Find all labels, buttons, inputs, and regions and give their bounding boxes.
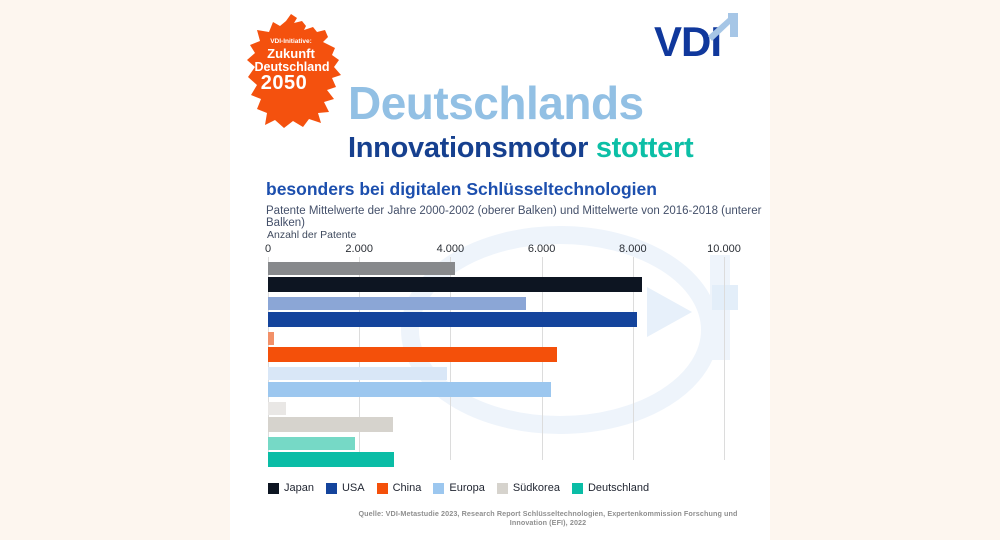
x-tick-label: 0 xyxy=(264,243,272,255)
germany-map-shape xyxy=(247,14,341,128)
subheadline-part2: stottert xyxy=(588,132,694,164)
bar-deutschland-2000-2002 xyxy=(268,437,355,450)
bar-europa-2016-2018 xyxy=(268,382,551,397)
vdi-bracket-shape xyxy=(708,13,738,41)
chart-heading: besonders bei digitalen Schlüsseltechnol… xyxy=(266,179,657,199)
germany-map-icon xyxy=(247,14,341,128)
bar-europa-2000-2002 xyxy=(268,367,447,380)
subheadline-part1: Innovationsmotor xyxy=(348,132,589,164)
x-tick-label: 4.000 xyxy=(436,243,465,255)
chart-description: Patente Mittelwerte der Jahre 2000-2002 … xyxy=(266,205,762,229)
source-note: Quelle: VDI-Metastudie 2023, Research Re… xyxy=(358,509,738,527)
patent-chart: 0 2.000 4.000 6.000 8.000 10.000 xyxy=(264,243,741,471)
vdi-bracket-icon xyxy=(708,13,738,41)
bar-deutschland-2016-2018 xyxy=(268,452,394,467)
bar-usa-2016-2018 xyxy=(268,312,637,327)
legend-label: USA xyxy=(341,482,365,494)
badge-line-deutschland: Deutschland xyxy=(254,60,330,74)
legend-swatch xyxy=(433,482,445,494)
legend-swatch xyxy=(325,482,337,494)
legend-label: Südkorea xyxy=(512,482,560,494)
legend-item-china: China xyxy=(376,482,422,494)
legend-label: Deutschland xyxy=(587,482,650,494)
x-tick-label: 10.000 xyxy=(707,243,741,255)
bar-südkorea-2016-2018 xyxy=(268,417,393,432)
legend-swatch xyxy=(268,482,279,494)
legend-item-südkorea: Südkorea xyxy=(496,482,560,494)
legend-label: Japan xyxy=(284,482,314,494)
gridline xyxy=(632,257,634,460)
badge-line-2050: 2050 xyxy=(260,72,308,94)
legend-swatch xyxy=(376,482,388,494)
subheadline: Innovationsmotor stottert xyxy=(348,132,694,165)
x-tick-label: 8.000 xyxy=(619,243,647,255)
vdi-logo: VDI xyxy=(654,13,754,68)
x-axis: 0 2.000 4.000 6.000 8.000 10.000 xyxy=(264,243,741,256)
legend-item-deutschland: Deutschland xyxy=(571,482,650,494)
badge-line-zukunft: Zukunft xyxy=(267,46,315,61)
headline: Deutschlands xyxy=(348,77,644,129)
legend-label: Europa xyxy=(449,482,485,494)
legend-item-europa: Europa xyxy=(433,482,485,494)
legend-label: China xyxy=(392,482,422,494)
x-tick-label: 2.000 xyxy=(345,243,373,255)
initiative-badge: VDI-Initiative: Zukunft Deutschland 2050 xyxy=(244,12,344,136)
bar-japan-2000-2002 xyxy=(268,262,455,275)
content-card: VDI-Initiative: Zukunft Deutschland 2050… xyxy=(230,0,770,540)
axis-title: Anzahl der Patente xyxy=(267,229,357,241)
bar-china-2016-2018 xyxy=(268,347,557,362)
legend-item-usa: USA xyxy=(325,482,365,494)
bar-usa-2000-2002 xyxy=(268,297,526,310)
gridline xyxy=(724,257,725,460)
bar-japan-2016-2018 xyxy=(268,277,642,292)
bar-china-2000-2002 xyxy=(268,332,274,345)
vdi-logo-text: VDI xyxy=(654,18,722,65)
legend-item-japan: Japan xyxy=(268,482,314,494)
plot-area xyxy=(268,257,728,467)
legend: Japan USA China Europa Südkorea Deutschland xyxy=(268,482,649,494)
legend-swatch xyxy=(496,482,508,494)
badge-line-initiative: VDI-Initiative: xyxy=(270,38,312,45)
legend-swatch xyxy=(571,482,583,494)
bar-südkorea-2000-2002 xyxy=(268,402,286,415)
x-tick-label: 6.000 xyxy=(527,243,556,255)
